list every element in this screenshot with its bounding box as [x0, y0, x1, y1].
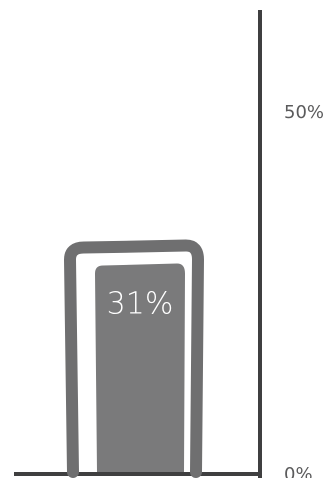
bar-outline: [64, 239, 204, 478]
y-tick-label: 50%: [284, 102, 323, 123]
bars-layer: 31%: [64, 239, 204, 478]
bar: [95, 263, 185, 472]
y-tick-label: 0%: [284, 464, 313, 478]
tick-labels-layer: 50% 0%: [284, 102, 323, 478]
bar-value-label: 31%: [107, 287, 174, 322]
